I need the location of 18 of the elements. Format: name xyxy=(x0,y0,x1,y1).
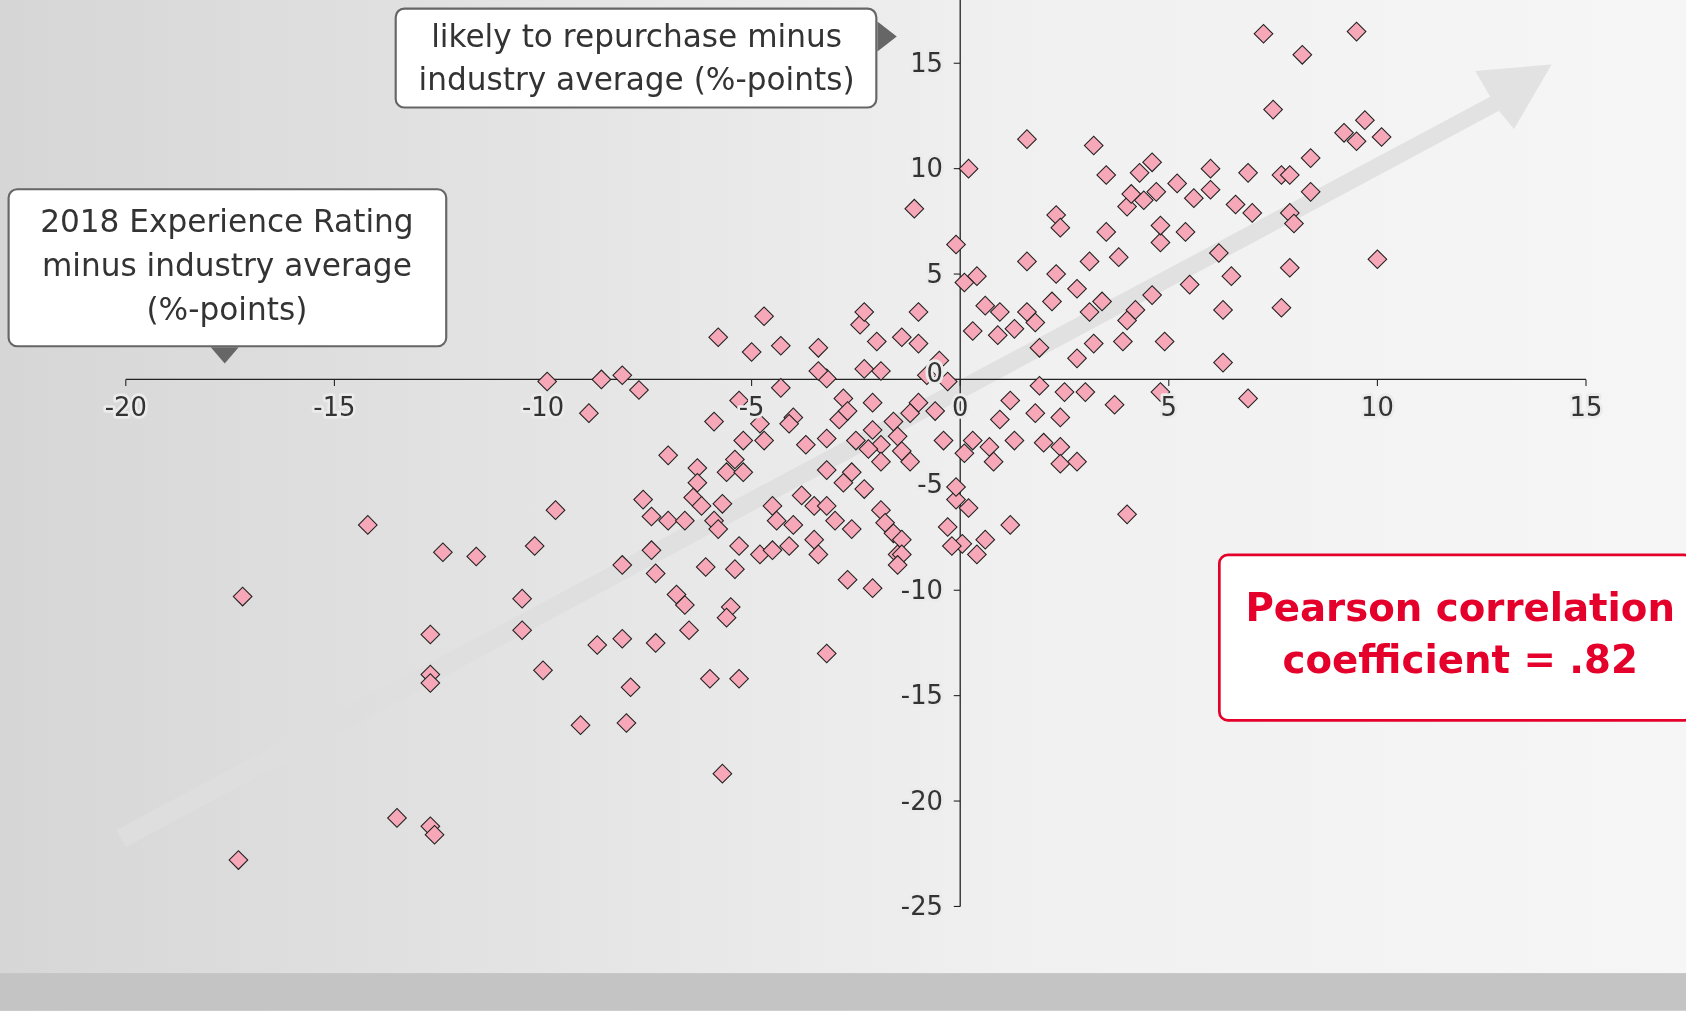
x-tick-label: -5 xyxy=(738,392,765,422)
y-axis-title: likely to repurchase minus industry average (%-points) xyxy=(418,18,855,98)
y-tick-label: -15 xyxy=(900,680,943,711)
y-tick-label: 10 xyxy=(910,153,943,184)
x-tick-label: -20 xyxy=(104,392,147,422)
y-tick-label: 15 xyxy=(910,47,943,78)
x-tick-label: 10 xyxy=(1360,392,1394,422)
x-tick-label: -15 xyxy=(313,392,356,422)
x-tick-label: 5 xyxy=(1160,392,1178,422)
x-axis-title: 2018 Experience Rating minus industry average (%-points) xyxy=(40,203,414,328)
y-tick-label: -20 xyxy=(900,785,943,816)
y-tick-label: 5 xyxy=(926,258,943,289)
x-tick-label: 15 xyxy=(1569,392,1603,422)
y-tick-label: -25 xyxy=(900,891,943,922)
y-tick-label: -5 xyxy=(917,469,943,500)
y-tick-label: -10 xyxy=(900,574,943,605)
x-tick-label: -10 xyxy=(521,392,565,422)
annotation: Pearson correlation coefficient = .82 xyxy=(1245,585,1675,683)
